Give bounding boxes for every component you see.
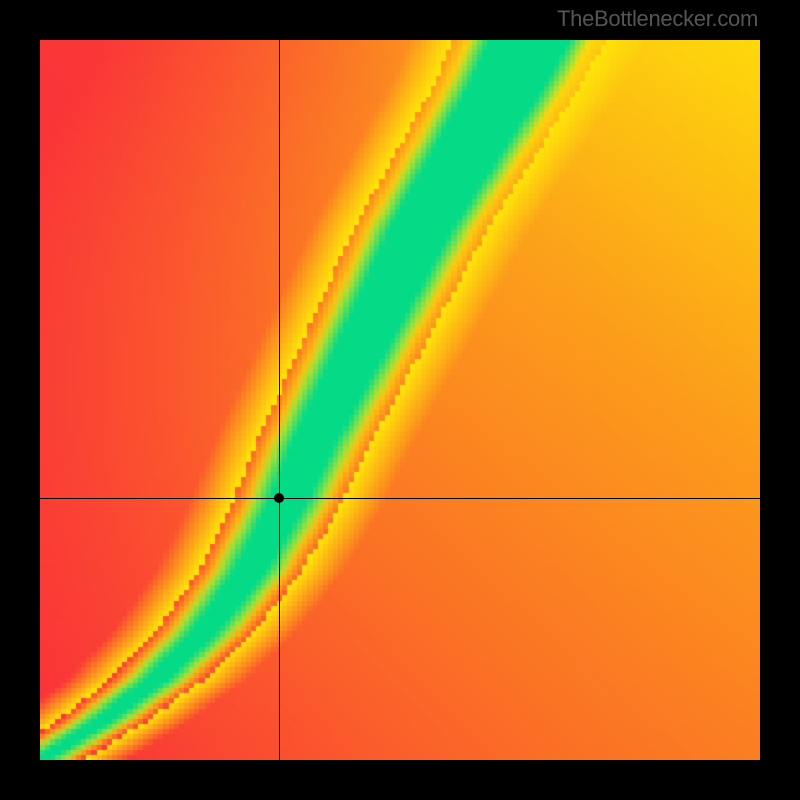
crosshair-marker-dot [274, 493, 284, 503]
crosshair-vertical [279, 40, 280, 760]
heatmap-canvas [40, 40, 760, 760]
heatmap-plot [40, 40, 760, 760]
crosshair-horizontal [40, 498, 760, 499]
attribution-text: TheBottlenecker.com [557, 6, 758, 32]
